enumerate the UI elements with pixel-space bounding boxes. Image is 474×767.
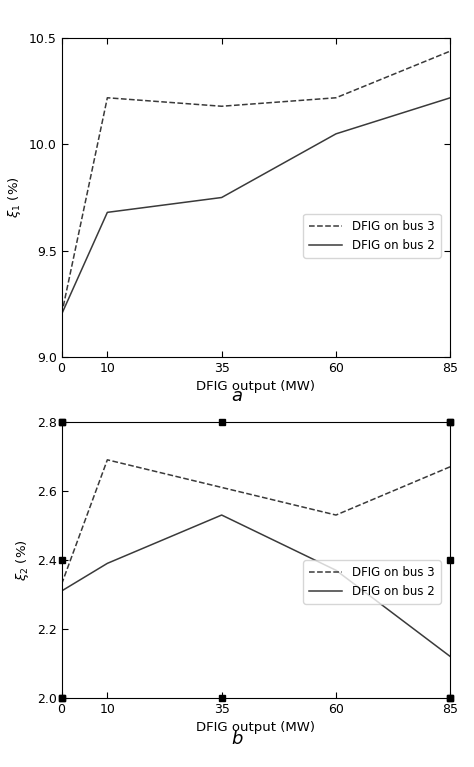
DFIG on bus 2 [59, 586, 64, 595]
Line: DFIG on bus 2: DFIG on bus 2 [62, 97, 450, 314]
DFIG on bus 2 [333, 566, 339, 575]
X-axis label: DFIG output (MW): DFIG output (MW) [196, 722, 316, 734]
Line: DFIG on bus 3: DFIG on bus 3 [62, 51, 450, 314]
Line: DFIG on bus 3: DFIG on bus 3 [62, 460, 450, 584]
DFIG on bus 2 [333, 129, 339, 138]
DFIG on bus 3 [447, 47, 453, 56]
DFIG on bus 2 [104, 208, 110, 217]
DFIG on bus 3 [333, 93, 339, 102]
Y-axis label: $\xi_2$ (%): $\xi_2$ (%) [14, 539, 31, 581]
DFIG on bus 3 [104, 93, 110, 102]
DFIG on bus 2 [447, 93, 453, 102]
DFIG on bus 2 [219, 511, 225, 520]
DFIG on bus 2 [104, 558, 110, 568]
DFIG on bus 3 [333, 511, 339, 520]
DFIG on bus 3 [59, 310, 64, 319]
Text: $\it{b}$: $\it{b}$ [231, 730, 243, 748]
DFIG on bus 3 [59, 579, 64, 588]
X-axis label: DFIG output (MW): DFIG output (MW) [196, 380, 316, 393]
Legend: DFIG on bus 3, DFIG on bus 2: DFIG on bus 3, DFIG on bus 2 [303, 560, 440, 604]
DFIG on bus 2 [59, 310, 64, 319]
Legend: DFIG on bus 3, DFIG on bus 2: DFIG on bus 3, DFIG on bus 2 [303, 214, 440, 258]
DFIG on bus 3 [219, 102, 225, 111]
Line: DFIG on bus 2: DFIG on bus 2 [62, 515, 450, 657]
DFIG on bus 3 [219, 483, 225, 492]
Y-axis label: $\xi_1$ (%): $\xi_1$ (%) [6, 176, 23, 219]
DFIG on bus 2 [447, 652, 453, 661]
DFIG on bus 2 [219, 193, 225, 202]
DFIG on bus 3 [104, 456, 110, 465]
Text: $\it{a}$: $\it{a}$ [231, 387, 243, 405]
DFIG on bus 3 [447, 462, 453, 471]
